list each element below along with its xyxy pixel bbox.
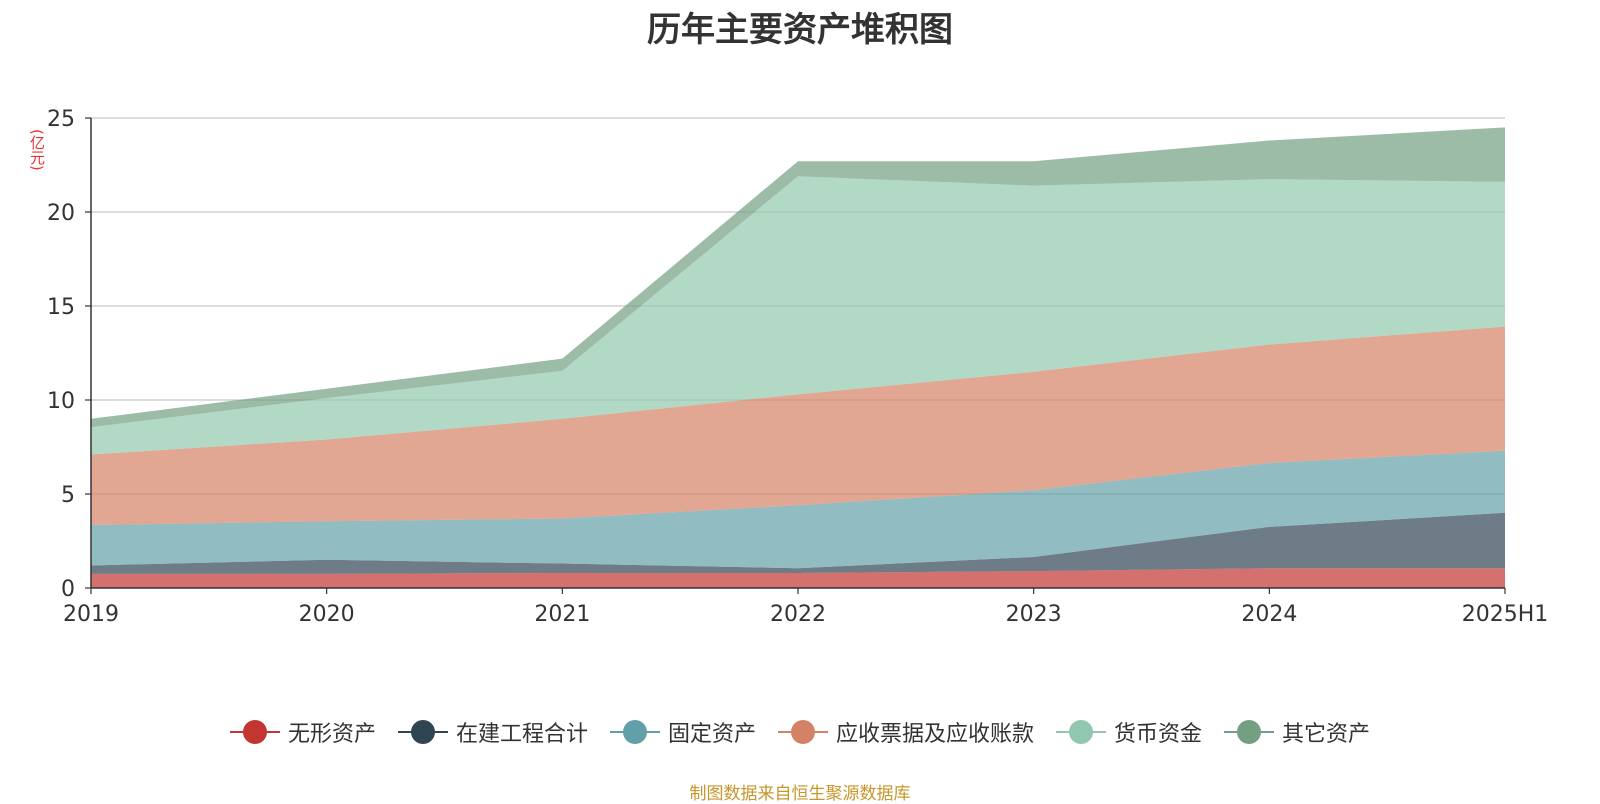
x-tick-label: 2025H1 bbox=[1462, 602, 1549, 627]
legend-marker-icon bbox=[397, 719, 448, 745]
x-tick-label: 2021 bbox=[534, 602, 590, 627]
legend-item[interactable]: 无形资产 bbox=[229, 716, 376, 748]
legend-marker-icon bbox=[1224, 719, 1275, 745]
area-series-1 bbox=[91, 568, 1505, 588]
x-tick-label: 2022 bbox=[770, 602, 826, 627]
legend-marker-icon bbox=[609, 719, 660, 745]
y-tick-label: 25 bbox=[47, 107, 75, 132]
y-tick-label: 15 bbox=[47, 295, 75, 320]
y-tick-label: 0 bbox=[61, 577, 75, 602]
area-series-6 bbox=[91, 127, 1505, 428]
y-tick-label: 5 bbox=[61, 483, 75, 508]
area-series-5 bbox=[91, 176, 1505, 455]
legend-item[interactable]: 在建工程合计 bbox=[397, 716, 588, 748]
x-tick-label: 2024 bbox=[1241, 602, 1297, 627]
legend-label: 固定资产 bbox=[667, 722, 756, 747]
area-series bbox=[91, 127, 1505, 588]
area-series-4 bbox=[91, 326, 1505, 526]
area-series-2 bbox=[91, 512, 1505, 574]
legend-item[interactable]: 应收票据及应收账款 bbox=[778, 716, 1034, 748]
y-axis-unit-label: (亿元) bbox=[28, 129, 46, 171]
legend-marker-icon bbox=[778, 719, 828, 745]
x-tick-label: 2023 bbox=[1006, 602, 1062, 627]
x-tick-label: 2019 bbox=[63, 602, 119, 627]
legend-item[interactable]: 货币资金 bbox=[1056, 716, 1202, 748]
x-tick-label: 2020 bbox=[299, 602, 355, 627]
legend-label: 无形资产 bbox=[287, 722, 376, 747]
legend-marker-icon bbox=[1056, 719, 1107, 745]
source-note: 制图数据来自恒生聚源数据库 bbox=[689, 784, 911, 804]
axes: 0 5 10 15 20 25 2019 2020 2021 2022 2023 2024 2025H1 bbox=[47, 107, 1548, 627]
legend-label: 其它资产 bbox=[1282, 722, 1371, 747]
legend-item[interactable]: 其它资产 bbox=[1224, 716, 1370, 748]
y-tick-label: 10 bbox=[47, 389, 75, 414]
legend: 无形资产 在建工程合计 固定资产 应收票据及应收账款 货币资金 其它资产 bbox=[0, 716, 1600, 748]
legend-marker-icon bbox=[229, 719, 280, 745]
area-series-3 bbox=[91, 450, 1505, 569]
legend-label: 应收票据及应收账款 bbox=[836, 722, 1035, 747]
legend-item[interactable]: 固定资产 bbox=[609, 716, 756, 748]
chart-title: 历年主要资产堆积图 bbox=[647, 10, 953, 50]
legend-label: 在建工程合计 bbox=[455, 722, 588, 747]
y-tick-label: 20 bbox=[47, 201, 75, 226]
stacked-area-chart: 0 5 10 15 20 25 2019 2020 2021 2022 2023 2024 2025H1 bbox=[47, 107, 1548, 627]
legend-label: 货币资金 bbox=[1114, 722, 1203, 747]
